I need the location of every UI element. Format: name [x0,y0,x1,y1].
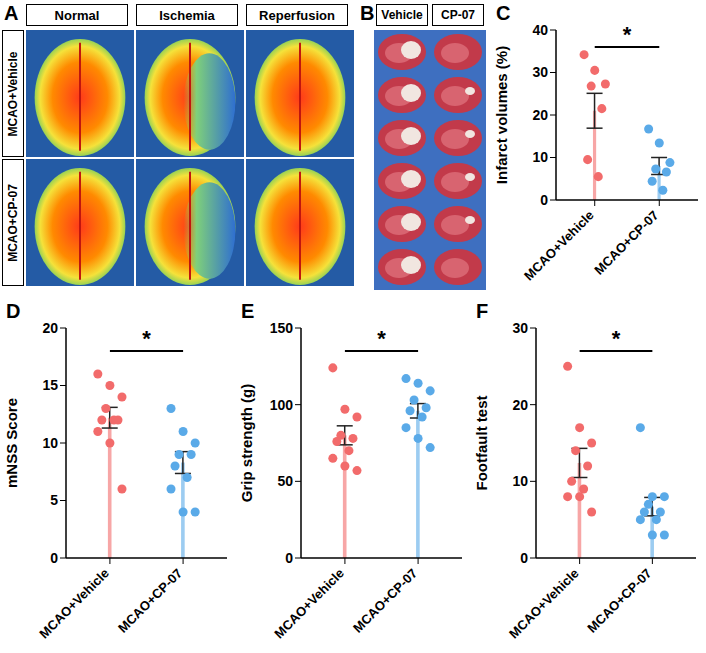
svg-text:*: * [377,326,386,351]
svg-text:50: 50 [277,473,293,489]
html-text:F: F [476,300,489,322]
svg-text:Infarct volumes (%): Infarct volumes (%) [493,46,510,184]
svg-text:20: 20 [512,397,528,413]
html-text:CP-07: CP-07 [441,8,475,22]
svg-text:20: 20 [532,107,548,123]
svg-text:Grip strength (g): Grip strength (g) [238,384,255,502]
html-text:MCAO+CP-07: MCAO+CP-07 [6,183,20,262]
svg-text:MCAO+Vehicle: MCAO+Vehicle [36,566,112,642]
svg-text:MCAO+Vehicle: MCAO+Vehicle [521,208,597,284]
svg-text:*: * [142,326,151,351]
svg-text:100: 100 [270,397,294,413]
svg-text:30: 30 [532,64,548,80]
svg-text:40: 40 [532,22,548,38]
svg-text:15: 15 [42,377,58,393]
svg-text:20: 20 [42,320,58,336]
svg-text:0: 0 [285,550,293,566]
svg-text:Footfault test: Footfault test [473,396,490,491]
svg-text:MCAO+CP-07: MCAO+CP-07 [584,566,654,636]
svg-text:10: 10 [532,149,548,165]
svg-text:MCAO+Vehicle: MCAO+Vehicle [506,566,582,642]
svg-text:30: 30 [512,320,528,336]
html-text:E: E [241,300,255,322]
svg-text:mNSS Score: mNSS Score [8,398,20,488]
svg-text:0: 0 [520,550,528,566]
html-text:Ischemia: Ischemia [159,7,215,23]
svg-text:10: 10 [42,435,58,451]
html-text:C: C [496,2,511,24]
html-text:D: D [6,300,21,322]
html-text:Reperfusion: Reperfusion [259,7,335,23]
svg-text:0: 0 [540,192,548,208]
html-text:MCAO+Vehicle: MCAO+Vehicle [6,51,20,136]
svg-text:MCAO+CP-07: MCAO+CP-07 [115,566,185,636]
svg-text:MCAO+CP-07: MCAO+CP-07 [591,208,661,278]
svg-text:10: 10 [512,473,528,489]
svg-text:150: 150 [270,320,294,336]
html-text:Normal: Normal [54,7,100,23]
svg-text:0: 0 [50,550,58,566]
html-text:B Vehicle: B Vehicle [360,2,423,24]
svg-text:MCAO+Vehicle: MCAO+Vehicle [271,566,347,642]
svg-text:5: 5 [50,492,58,508]
svg-text:*: * [623,22,632,47]
html-text:A: A [4,2,19,24]
svg-text:*: * [612,326,621,351]
svg-text:MCAO+CP-07: MCAO+CP-07 [350,566,420,636]
